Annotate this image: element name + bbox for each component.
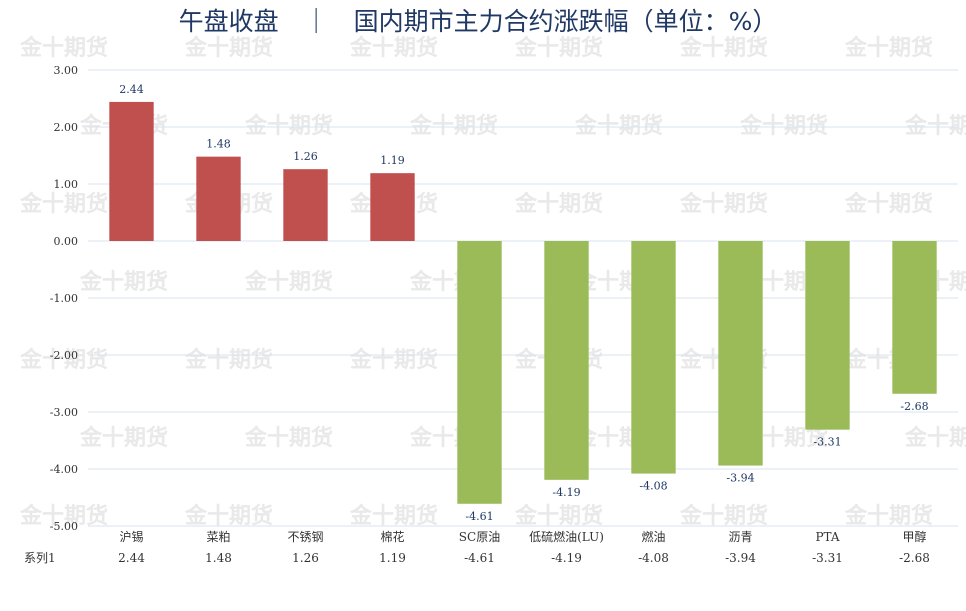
watermark-text: 金十期货 xyxy=(574,113,663,139)
category-label: 甲醇 xyxy=(902,529,926,544)
watermark-text: 金十期货 xyxy=(184,35,273,61)
y-tick-label: 3.00 xyxy=(54,64,79,77)
watermark-text: 金十期货 xyxy=(679,191,768,217)
watermark-text: 金十期货 xyxy=(904,113,966,139)
bar-4 xyxy=(457,241,502,504)
bar-2 xyxy=(283,169,328,241)
watermark-text: 金十期货 xyxy=(844,503,933,529)
data-table: 2.44 1.48 1.26 1.19 -4.61 -4.19 -4.08 -3.94 -3.3… xyxy=(24,551,930,565)
watermark-text: 金十期货 xyxy=(244,113,333,139)
bar-7 xyxy=(718,241,763,466)
bars xyxy=(109,101,937,504)
watermark-text: 金十期货 xyxy=(184,503,273,529)
table-value: 1.19 xyxy=(379,551,406,565)
y-tick-label: 0.00 xyxy=(54,235,79,248)
y-tick-label: -1.00 xyxy=(50,292,78,305)
watermark-text: 金十期货 xyxy=(349,35,438,61)
table-value: 1.26 xyxy=(292,551,319,565)
category-axis: 沪锡 菜粕 不锈钢 棉花 SC原油 低硫燃油(LU) 燃油 沥青 PTA 甲醇 xyxy=(119,529,926,544)
y-tick-label: -5.00 xyxy=(50,520,78,533)
table-value: 1.48 xyxy=(205,551,232,565)
value-label: 2.44 xyxy=(119,83,144,96)
watermark-text: 金十期货 xyxy=(679,35,768,61)
table-value: 2.44 xyxy=(118,551,145,565)
value-label: -2.68 xyxy=(900,400,928,413)
bar-8 xyxy=(805,241,850,430)
bar-6 xyxy=(631,241,676,474)
watermark-text: 金十期货 xyxy=(244,269,333,295)
watermark-text: 金十期货 xyxy=(904,425,966,451)
y-tick-label: 1.00 xyxy=(54,178,79,191)
watermark-text: 金十期货 xyxy=(514,35,603,61)
table-value: -3.31 xyxy=(812,551,843,565)
category-label: 菜粕 xyxy=(206,529,230,544)
watermark-text: 金十期货 xyxy=(844,35,933,61)
series-name: 系列1 xyxy=(24,551,56,565)
value-label: 1.19 xyxy=(380,154,405,167)
table-value: -4.08 xyxy=(638,551,669,565)
value-label: -4.19 xyxy=(552,486,580,499)
category-label: 低硫燃油(LU) xyxy=(529,529,604,544)
bar-1 xyxy=(196,156,241,241)
table-value: -2.68 xyxy=(899,551,930,565)
watermark-text: 金十期货 xyxy=(409,113,498,139)
bar-5 xyxy=(544,241,589,480)
watermark-text: 金十期货 xyxy=(679,503,768,529)
watermark-text: 金十期货 xyxy=(514,191,603,217)
y-axis: 3.00 2.00 1.00 0.00 -1.00 -2.00 -3.00 -4.00 -5.0… xyxy=(50,64,78,533)
watermark-text: 金十期货 xyxy=(79,425,168,451)
watermark-text: 金十期货 xyxy=(19,347,108,373)
value-label: 1.48 xyxy=(206,138,231,151)
category-label: 棉花 xyxy=(380,529,404,544)
value-label: -4.61 xyxy=(465,510,493,523)
watermark-text: 金十期货 xyxy=(244,425,333,451)
watermark-text: 金十期货 xyxy=(19,191,108,217)
chart-title: 午盘收盘 ｜ 国内期市主力合约涨跌幅（单位：%） xyxy=(179,7,778,36)
watermark-text: 金十期货 xyxy=(349,503,438,529)
category-label: 不锈钢 xyxy=(287,530,323,544)
value-labels: 2.44 1.48 1.26 1.19 -4.61 -4.19 -4.08 -3.94 -3.3… xyxy=(119,83,928,523)
watermark-text: 金十期货 xyxy=(739,113,828,139)
watermark-text: 金十期货 xyxy=(184,347,273,373)
category-label: PTA xyxy=(815,530,839,544)
watermark-text: 金十期货 xyxy=(844,191,933,217)
watermark-text: 金十期货 xyxy=(19,503,108,529)
y-tick-label: -2.00 xyxy=(50,349,78,362)
bar-0 xyxy=(109,101,154,241)
value-label: -3.94 xyxy=(726,472,754,485)
category-label: 燃油 xyxy=(641,529,665,544)
watermark-text: 金十期货 xyxy=(19,35,108,61)
bar-3 xyxy=(370,173,415,241)
watermark-text: 金十期货 xyxy=(514,503,603,529)
watermark-text: 金十期货 xyxy=(79,269,168,295)
value-label: -3.31 xyxy=(813,436,841,449)
y-tick-label: -3.00 xyxy=(50,406,78,419)
category-label: SC原油 xyxy=(459,530,500,544)
y-tick-label: -4.00 xyxy=(50,463,78,476)
table-value: -4.61 xyxy=(464,551,495,565)
table-value: -4.19 xyxy=(551,551,582,565)
category-label: 沥青 xyxy=(728,530,752,544)
bar-9 xyxy=(892,241,937,394)
value-label: -4.08 xyxy=(639,480,667,493)
category-label: 沪锡 xyxy=(119,529,143,544)
y-tick-label: 2.00 xyxy=(54,121,79,134)
watermark-text: 金十期货 xyxy=(349,347,438,373)
value-label: 1.26 xyxy=(293,150,318,163)
table-value: -3.94 xyxy=(725,551,756,565)
